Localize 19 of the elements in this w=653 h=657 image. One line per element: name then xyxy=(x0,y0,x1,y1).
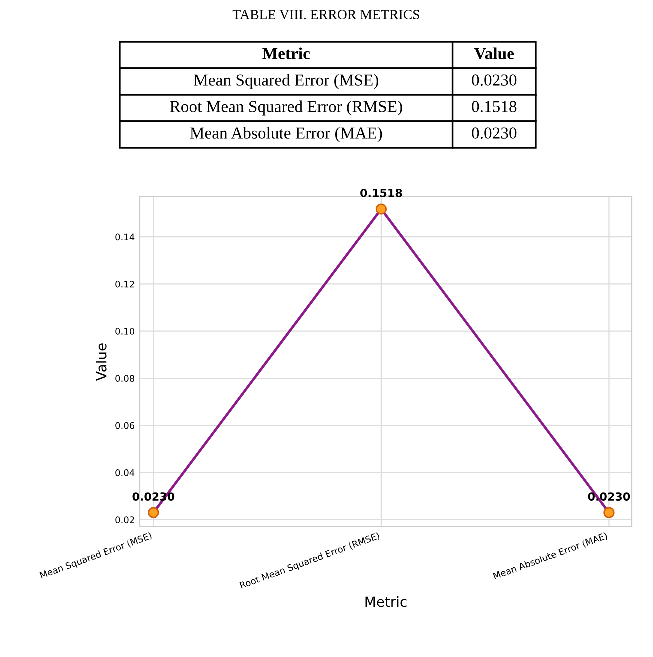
category-label: Mean Squared Error (MSE) xyxy=(194,74,378,90)
text: 0.1518 xyxy=(472,101,517,112)
y-tick-label: 0.06 xyxy=(116,422,135,430)
y-tick-label: 0.02 xyxy=(116,516,134,524)
y-tick-label: 0.10 xyxy=(116,328,135,335)
category-label: Mean Absolute Error (MAE) xyxy=(190,127,382,142)
category-label: Root Mean Squared Error (RMSE) xyxy=(170,100,402,116)
data-label: 0.1518 xyxy=(360,188,402,198)
y-tick-label: 0.04 xyxy=(116,470,135,476)
text: 0.0230 xyxy=(472,74,517,86)
x-axis-title: Metric xyxy=(366,596,407,608)
text: Metric xyxy=(262,48,310,60)
y-axis-title: Value xyxy=(96,344,107,381)
text: 0.0230 xyxy=(472,128,517,139)
y-tick-label: 0.12 xyxy=(116,280,134,288)
text: Value xyxy=(474,48,514,60)
y-tick-label: 0.08 xyxy=(116,375,135,382)
chart-title: TABLE VIII. ERROR METRICS xyxy=(232,10,420,20)
y-tick-label: 0.14 xyxy=(116,234,135,241)
